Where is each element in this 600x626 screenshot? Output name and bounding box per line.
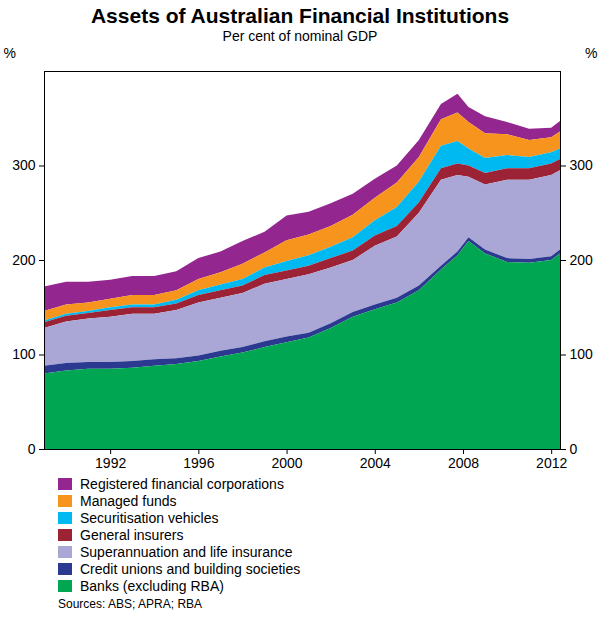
svg-text:300: 300 (570, 157, 594, 173)
svg-text:1996: 1996 (183, 455, 214, 471)
svg-text:300: 300 (12, 157, 36, 173)
svg-text:%: % (585, 45, 597, 61)
svg-text:2008: 2008 (448, 455, 479, 471)
svg-text:0: 0 (28, 441, 36, 457)
html-text:Managed funds: Managed funds (80, 492, 177, 509)
svg-text:100: 100 (570, 346, 594, 362)
svg-text:%: % (4, 45, 16, 61)
html-text:Superannuation and life insura: Superannuation and life insurance (80, 543, 293, 560)
html-text:Banks (excluding RBA): Banks (excluding RBA) (80, 577, 224, 594)
svg-text:2004: 2004 (360, 455, 391, 471)
html-text:Sources: ABS; APRA; RBA: Sources: ABS; APRA; RBA (58, 597, 203, 611)
svg-text:2012: 2012 (536, 455, 567, 471)
html-text:Credit unions and building soc: Credit unions and building societies (80, 560, 301, 577)
html-text:Securitisation vehicles: Securitisation vehicles (80, 509, 219, 526)
html-text:General insurers: General insurers (80, 526, 184, 543)
svg-text:200: 200 (12, 252, 36, 268)
svg-text:0: 0 (570, 441, 578, 457)
html-text:Registered financial corporati: Registered financial corporations (80, 475, 284, 492)
html-text:Assets of Australian Financial: Assets of Australian Financial Instituti… (90, 4, 510, 27)
svg-text:1992: 1992 (95, 455, 126, 471)
svg-text:100: 100 (12, 346, 36, 362)
svg-text:200: 200 (570, 252, 594, 268)
svg-text:2000: 2000 (271, 455, 302, 471)
html-text:Per cent of nominal GDP: Per cent of nominal GDP (222, 28, 378, 44)
